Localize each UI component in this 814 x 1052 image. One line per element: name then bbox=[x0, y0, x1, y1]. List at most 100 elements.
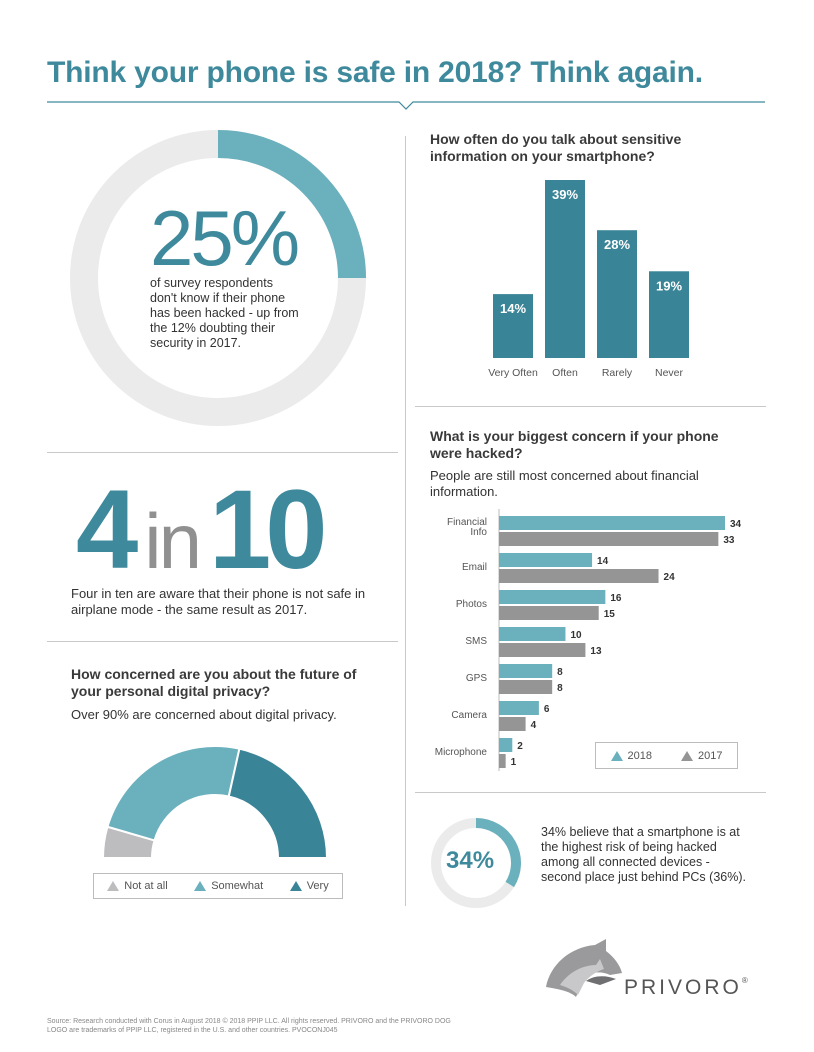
brand-wordmark: PRIVORO bbox=[624, 976, 742, 999]
concern-bar-value-2018-6: 2 bbox=[517, 741, 523, 752]
concern-bar-chart: FinancialInfo3433Email1424Photos1615SMS1… bbox=[435, 509, 742, 771]
concern-category-label-0-1: Info bbox=[470, 527, 487, 538]
legend-2018-swatch bbox=[610, 750, 623, 761]
talk-bar-3 bbox=[649, 271, 689, 358]
concern-bar-2017-3 bbox=[499, 643, 586, 657]
legend-somewhat-label: Somewhat bbox=[211, 880, 264, 892]
concern-category-label-0-0: Financial bbox=[447, 517, 487, 528]
privacy-slice-1 bbox=[106, 745, 241, 842]
ring-25 bbox=[70, 130, 366, 426]
talk-bar-value-1: 39% bbox=[552, 187, 578, 202]
talk-bar-1 bbox=[545, 180, 585, 358]
ring-34 bbox=[431, 818, 521, 908]
stat-4in10-n2: 10 bbox=[209, 467, 328, 592]
legend-2017: 2017 bbox=[681, 750, 722, 762]
stat-4in10-in: in bbox=[144, 497, 202, 585]
concern-bar-value-2017-1: 24 bbox=[664, 572, 676, 583]
talk-bar-label-2: Rarely bbox=[602, 367, 633, 379]
legend-2017-label: 2017 bbox=[698, 749, 723, 762]
concern-category-label-2: Photos bbox=[456, 599, 487, 610]
divider-left-1 bbox=[47, 452, 398, 453]
concern-bar-value-2018-5: 6 bbox=[544, 704, 550, 715]
concern-legend: 2018 2017 bbox=[595, 742, 738, 769]
concern-bar-value-2018-2: 16 bbox=[610, 593, 622, 604]
legend-2017-swatch bbox=[681, 750, 693, 761]
concern-bar-2018-0 bbox=[499, 516, 725, 530]
stat-34-value: 34% bbox=[446, 847, 495, 874]
talk-bar-0 bbox=[493, 294, 533, 358]
concern-bar-2017-5 bbox=[499, 717, 526, 731]
talk-bar-2 bbox=[597, 230, 637, 358]
concern-bar-value-2017-3: 13 bbox=[590, 646, 602, 657]
concern-bar-2018-5 bbox=[499, 701, 539, 715]
legend-2018-label: 2018 bbox=[627, 749, 652, 762]
brand-name: PRIVORO® bbox=[624, 976, 748, 1000]
legend-not-at-all-swatch bbox=[107, 881, 120, 891]
concern-category-label-6: Microphone bbox=[435, 747, 488, 758]
concern-bar-value-2017-6: 1 bbox=[511, 757, 517, 768]
concern-bar-value-2018-4: 8 bbox=[557, 667, 563, 678]
concern-question: What is your biggest concern if your pho… bbox=[430, 428, 719, 461]
vertical-divider bbox=[405, 136, 406, 906]
talk-bar-label-1: Often bbox=[552, 367, 578, 379]
ring-25-arc bbox=[217, 130, 366, 279]
concern-subtitle: People are still most concerned about fi… bbox=[430, 468, 699, 499]
concern-bar-2018-6 bbox=[499, 738, 513, 752]
talk-bar-label-3: Never bbox=[655, 367, 684, 379]
brand-registered-mark: ® bbox=[741, 976, 748, 985]
concern-bar-value-2018-0: 34 bbox=[730, 519, 742, 530]
concern-bar-value-2017-5: 4 bbox=[531, 720, 537, 731]
concern-category-label-1: Email bbox=[462, 562, 487, 573]
legend-2018: 2018 bbox=[610, 749, 652, 762]
talk-bar-chart: 14% Very Often 39% Often 28% Rarely 19% Never bbox=[488, 180, 689, 379]
stat-25-value: 25% bbox=[150, 194, 300, 282]
concern-bar-2017-6 bbox=[499, 754, 506, 768]
privacy-legend: Not at all Somewhat Very bbox=[93, 873, 343, 899]
talk-bar-value-3: 19% bbox=[656, 278, 682, 293]
concern-category-label-3: SMS bbox=[465, 636, 487, 647]
concern-bar-value-2018-3: 10 bbox=[570, 630, 582, 641]
concern-bar-value-2017-2: 15 bbox=[604, 609, 616, 620]
concern-bar-2018-4 bbox=[499, 664, 553, 678]
concern-bar-2017-2 bbox=[499, 606, 599, 620]
legend-not-at-all: Not at all bbox=[107, 880, 168, 892]
ring-34-arc bbox=[475, 818, 521, 888]
concern-bar-2018-2 bbox=[499, 590, 606, 604]
concern-category-label-5: Camera bbox=[451, 710, 487, 721]
legend-very-swatch bbox=[289, 881, 302, 891]
legend-not-at-all-label: Not at all bbox=[124, 880, 168, 892]
concern-bar-2018-1 bbox=[499, 553, 593, 567]
concern-bar-value-2017-0: 33 bbox=[723, 535, 735, 546]
concern-category-label-4: GPS bbox=[466, 673, 487, 684]
concern-bar-2017-4 bbox=[499, 680, 553, 694]
legend-somewhat-swatch bbox=[194, 881, 207, 891]
privacy-question: How concerned are you about the future o… bbox=[71, 666, 357, 699]
stat-25-text: of survey respondents don't know if thei… bbox=[150, 276, 299, 350]
privacy-subtitle: Over 90% are concerned about digital pri… bbox=[71, 707, 337, 722]
source-footnote: Source: Research conducted with Corus in… bbox=[47, 1018, 451, 1034]
talk-bar-value-2: 28% bbox=[604, 237, 630, 252]
concern-bar-2017-1 bbox=[499, 569, 659, 583]
divider-right-1 bbox=[415, 406, 766, 407]
talk-question: How often do you talk about sensitive in… bbox=[430, 131, 682, 164]
privacy-slice-2 bbox=[227, 747, 329, 859]
legend-very: Very bbox=[289, 880, 329, 892]
concern-bar-value-2018-1: 14 bbox=[597, 556, 609, 567]
legend-somewhat: Somewhat bbox=[194, 880, 263, 892]
title-underline bbox=[47, 101, 765, 110]
concern-bar-2018-3 bbox=[499, 627, 566, 641]
privoro-dog-logo bbox=[546, 939, 622, 997]
privacy-semi-donut bbox=[101, 745, 329, 859]
divider-right-2 bbox=[415, 792, 766, 793]
page-title: Think your phone is safe in 2018? Think … bbox=[47, 56, 703, 89]
talk-bar-label-0: Very Often bbox=[488, 367, 538, 379]
divider-left-2 bbox=[47, 641, 398, 642]
stat-34-text: 34% believe that a smartphone is at the … bbox=[541, 825, 746, 884]
legend-very-label: Very bbox=[306, 880, 329, 892]
stat-4in10-n1: 4 bbox=[76, 467, 138, 592]
concern-bar-value-2017-4: 8 bbox=[557, 683, 563, 694]
stat-4in10: 4 in10 bbox=[76, 467, 328, 592]
stat-4in10-text: Four in ten are aware that their phone i… bbox=[71, 586, 366, 617]
talk-bar-value-0: 14% bbox=[500, 301, 526, 316]
concern-bar-2017-0 bbox=[499, 532, 719, 546]
